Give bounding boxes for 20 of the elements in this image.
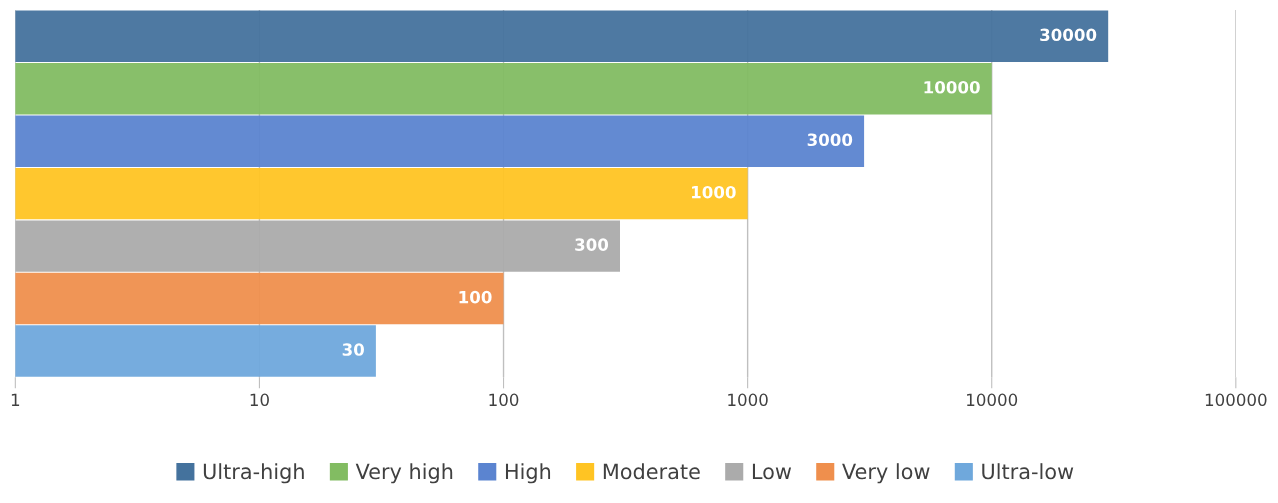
legend-label: High [505,463,551,484]
legend-label: Very high [355,463,453,484]
data-label: 10000 [924,80,980,94]
x-tick-label: 100 [489,393,519,407]
x-tick-label: 1 [11,393,20,406]
legend-label: Low [752,463,792,480]
data-label: 300 [575,238,609,251]
x-tick-label: 10000 [967,393,1018,407]
data-label: 100 [459,290,492,304]
legend-label: Moderate [603,463,700,480]
legend-label: Ultra-low [982,463,1074,480]
data-label: 30000 [1040,28,1097,42]
x-tick-label: 1000 [728,393,768,407]
data-label: 30 [342,343,364,356]
legend-label: Ultra-high [203,463,304,484]
data-label: 3000 [807,133,853,147]
legend-label: Very low [842,463,930,484]
data-label: 1000 [692,185,736,199]
x-tick-label: 10 [250,393,269,407]
x-tick-label: 100000 [1205,393,1267,407]
